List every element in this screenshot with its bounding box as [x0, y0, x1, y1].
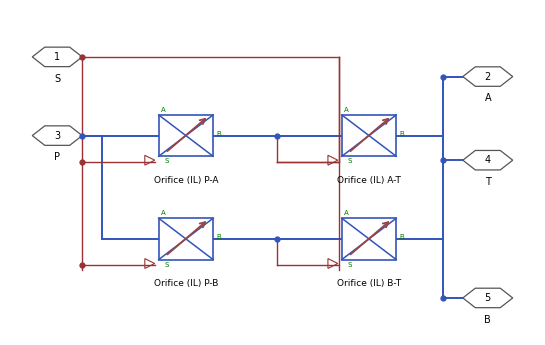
Text: 4: 4	[485, 155, 491, 165]
Polygon shape	[463, 288, 513, 308]
Text: 1: 1	[54, 52, 60, 62]
Bar	[342, 115, 396, 156]
Text: B: B	[399, 234, 404, 240]
Polygon shape	[32, 126, 82, 145]
Text: A: A	[344, 210, 348, 216]
Text: Orifice (IL) B-T: Orifice (IL) B-T	[337, 279, 401, 288]
Text: Orifice (IL) P-B: Orifice (IL) P-B	[154, 279, 218, 288]
Text: B: B	[216, 131, 221, 137]
Text: B: B	[216, 234, 221, 240]
Polygon shape	[463, 150, 513, 170]
Text: A: A	[485, 93, 491, 103]
Text: Orifice (IL) A-T: Orifice (IL) A-T	[337, 176, 401, 185]
Text: S: S	[54, 73, 60, 83]
Polygon shape	[32, 47, 82, 67]
Text: S: S	[348, 262, 352, 267]
Text: S: S	[165, 158, 169, 164]
Text: P: P	[54, 152, 60, 162]
Bar	[159, 218, 213, 259]
Text: B: B	[485, 315, 491, 325]
Bar	[159, 115, 213, 156]
Text: A: A	[161, 210, 165, 216]
Text: A: A	[161, 107, 165, 113]
Text: A: A	[344, 107, 348, 113]
Bar	[342, 218, 396, 259]
Polygon shape	[463, 67, 513, 86]
Text: 2: 2	[485, 71, 491, 81]
Text: S: S	[165, 262, 169, 267]
Text: 5: 5	[485, 293, 491, 303]
Text: 3: 3	[54, 131, 60, 141]
Text: Orifice (IL) P-A: Orifice (IL) P-A	[154, 176, 218, 185]
Text: T: T	[485, 177, 490, 187]
Text: S: S	[348, 158, 352, 164]
Text: B: B	[399, 131, 404, 137]
